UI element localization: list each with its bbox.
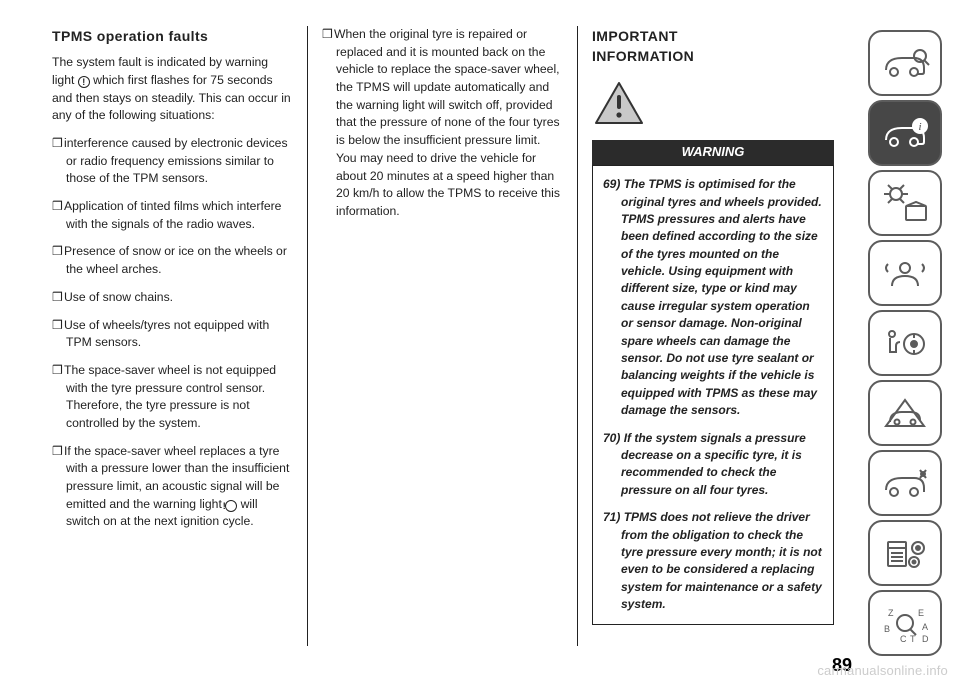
svg-text:E: E [918, 608, 924, 618]
warning-text: If the system signals a pressure decreas… [621, 431, 806, 497]
warning-triangle-icon [594, 81, 834, 131]
intro-paragraph: The system fault is indicated by warning… [52, 54, 293, 125]
bullet-glyph: ❒ [52, 243, 64, 261]
bullet-item: ❒When the original tyre is repaired or r… [322, 26, 563, 221]
tab-6[interactable] [868, 380, 942, 446]
bullet-item: ❒Use of snow chains. [52, 289, 293, 307]
svg-text:i: i [918, 121, 921, 133]
section-heading: TPMS operation faults [52, 26, 293, 46]
bullet-glyph: ❒ [52, 317, 64, 335]
bullet-text: Use of snow chains. [64, 290, 173, 304]
tab-9[interactable]: Z E B A CTD [868, 590, 942, 656]
bullet-text: The space-saver wheel is not equipped wi… [64, 363, 276, 430]
bullet-glyph: ❒ [52, 289, 64, 307]
warning-item: 71) TPMS does not relieve the driver fro… [603, 509, 823, 613]
bullet-glyph: ❒ [322, 26, 334, 44]
bullet-item: ❒The space-saver wheel is not equipped w… [52, 362, 293, 433]
svg-text:A: A [922, 622, 928, 632]
tab-5[interactable] [868, 310, 942, 376]
warning-box: 69) The TPMS is optimised for the origin… [592, 165, 834, 624]
bullet-item: ❒interference caused by electronic devic… [52, 135, 293, 188]
tab-7[interactable] [868, 450, 942, 516]
bullet-text: Application of tinted films which interf… [64, 199, 281, 231]
side-tabs: i [868, 30, 942, 656]
bullet-glyph: ❒ [52, 135, 64, 153]
bullet-item: ❒Use of wheels/tyres not equipped with T… [52, 317, 293, 352]
page-content: TPMS operation faults The system fault i… [38, 26, 848, 646]
section-heading-line1: IMPORTANT [592, 26, 834, 46]
bullet-text: Use of wheels/tyres not equipped with TP… [64, 318, 269, 350]
column-2: ❒When the original tyre is repaired or r… [308, 26, 578, 646]
bullet-item: ❒Application of tinted films which inter… [52, 198, 293, 233]
svg-text:D: D [922, 634, 929, 644]
warning-num: 71) [603, 510, 620, 524]
warning-light-icon: ! [225, 500, 237, 512]
svg-text:C: C [900, 634, 907, 644]
column-3: IMPORTANT INFORMATION WARNING 69) The TP… [578, 26, 848, 646]
svg-text:T: T [910, 634, 916, 644]
section-heading-line2: INFORMATION [592, 46, 834, 66]
bullet-item: ❒If the space-saver wheel replaces a tyr… [52, 443, 293, 531]
warning-num: 69) [603, 177, 620, 191]
warning-item: 70) If the system signals a pressure dec… [603, 430, 823, 500]
warning-text: TPMS does not relieve the driver from th… [621, 510, 822, 611]
bullet-item: ❒Presence of snow or ice on the wheels o… [52, 243, 293, 278]
bullet-text: When the original tyre is repaired or re… [334, 27, 560, 218]
svg-text:B: B [884, 624, 890, 634]
bullet-glyph: ❒ [52, 362, 64, 380]
bullet-text: interference caused by electronic device… [64, 136, 288, 185]
tab-8[interactable] [868, 520, 942, 586]
warning-item: 69) The TPMS is optimised for the origin… [603, 176, 823, 419]
svg-text:Z: Z [888, 608, 894, 618]
tab-3[interactable] [868, 170, 942, 236]
watermark: carmanualsonline.info [817, 663, 948, 678]
warning-text: The TPMS is optimised for the original t… [621, 177, 822, 417]
tab-4[interactable] [868, 240, 942, 306]
bullet-glyph: ❒ [52, 198, 64, 216]
tab-2-active[interactable]: i [868, 100, 942, 166]
bullet-glyph: ❒ [52, 443, 64, 461]
column-1: TPMS operation faults The system fault i… [38, 26, 308, 646]
warning-bar: WARNING [592, 140, 834, 165]
bullet-text: Presence of snow or ice on the wheels or… [64, 244, 287, 276]
tab-1[interactable] [868, 30, 942, 96]
warning-num: 70) [603, 431, 620, 445]
warning-light-icon: ! [78, 76, 90, 88]
